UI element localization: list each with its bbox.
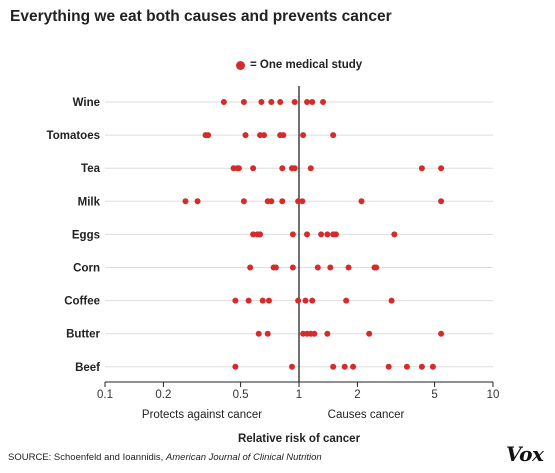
data-point xyxy=(264,330,271,337)
data-point xyxy=(327,264,334,271)
x-tick-label: 10 xyxy=(487,389,500,401)
page-title: Everything we eat both causes and preven… xyxy=(10,8,392,25)
source-prefix: SOURCE: Schoenfeld and Ioannidis, xyxy=(8,452,166,463)
data-point xyxy=(311,330,318,337)
data-point xyxy=(280,132,287,139)
data-point xyxy=(304,231,311,238)
data-point xyxy=(182,198,189,205)
data-point xyxy=(320,99,327,105)
data-point xyxy=(289,231,296,238)
data-point xyxy=(242,132,249,139)
data-point xyxy=(418,363,425,370)
data-point xyxy=(309,297,316,304)
data-point xyxy=(232,363,239,370)
data-point xyxy=(250,165,257,172)
data-point xyxy=(341,363,348,370)
data-point xyxy=(259,297,266,304)
data-point xyxy=(235,165,242,172)
data-point xyxy=(330,363,337,370)
data-point xyxy=(388,297,395,304)
vox-logo: Vox xyxy=(506,442,544,466)
x-tick-label: 0.5 xyxy=(233,389,249,401)
data-point xyxy=(330,132,337,139)
data-point xyxy=(373,264,380,271)
data-point xyxy=(194,198,201,205)
x-tick-label: 1 xyxy=(296,389,302,401)
data-point xyxy=(265,297,272,304)
data-point xyxy=(324,330,331,337)
data-point xyxy=(255,330,262,337)
x-axis-title: Relative risk of cancer xyxy=(238,433,361,445)
data-point xyxy=(309,99,316,105)
legend-dot-icon xyxy=(236,60,245,70)
data-point xyxy=(307,165,314,172)
data-point xyxy=(332,231,339,238)
source-note: SOURCE: Schoenfeld and Ioannidis, Americ… xyxy=(8,452,322,463)
data-point xyxy=(279,198,286,205)
data-point xyxy=(291,99,298,105)
data-point xyxy=(277,99,284,105)
data-point xyxy=(385,363,392,370)
category-label: Wine xyxy=(73,97,100,109)
legend-label: = One medical study xyxy=(250,59,363,71)
data-point xyxy=(288,363,295,370)
data-point xyxy=(295,297,302,304)
data-point xyxy=(403,363,410,370)
region-label-causes: Causes cancer xyxy=(328,409,405,421)
x-tick-label: 2 xyxy=(354,389,360,401)
data-point xyxy=(289,264,296,271)
data-point xyxy=(304,99,311,105)
data-point xyxy=(220,99,227,105)
data-point xyxy=(257,231,264,238)
category-label: Tomatoes xyxy=(47,130,100,142)
category-label: Coffee xyxy=(64,296,100,308)
data-point xyxy=(300,132,307,139)
data-point xyxy=(314,264,321,271)
data-point xyxy=(205,132,212,139)
data-point xyxy=(245,297,252,304)
data-point xyxy=(318,231,325,238)
data-point xyxy=(391,231,398,238)
data-point xyxy=(324,231,331,238)
data-point xyxy=(232,297,239,304)
data-point xyxy=(345,264,352,271)
data-point xyxy=(350,363,357,370)
data-point xyxy=(268,99,275,105)
data-point xyxy=(429,363,436,370)
data-point xyxy=(279,165,286,172)
legend: = One medical study xyxy=(236,59,362,71)
data-point xyxy=(358,198,365,205)
category-label: Corn xyxy=(73,263,100,275)
data-point xyxy=(240,99,247,105)
data-point xyxy=(418,165,425,172)
data-point xyxy=(438,165,445,172)
source-journal: American Journal of Clinical Nutrition xyxy=(165,452,322,463)
data-point xyxy=(250,231,257,238)
data-point xyxy=(299,198,306,205)
data-point xyxy=(247,264,254,271)
data-point xyxy=(295,198,302,205)
data-point xyxy=(258,99,265,105)
data-point xyxy=(272,264,279,271)
category-label: Beef xyxy=(75,362,100,374)
x-tick-label: 0.2 xyxy=(155,389,171,401)
category-label: Tea xyxy=(81,163,101,175)
category-label: Butter xyxy=(66,329,100,341)
data-point xyxy=(268,198,275,205)
data-point xyxy=(438,198,445,205)
data-point xyxy=(343,297,350,304)
region-label-protects: Protects against cancer xyxy=(142,409,262,421)
category-label: Eggs xyxy=(72,229,100,241)
data-point xyxy=(260,132,267,139)
x-tick-label: 5 xyxy=(431,389,437,401)
x-tick-label: 0.1 xyxy=(97,389,113,401)
data-point xyxy=(240,198,247,205)
data-point xyxy=(438,330,445,337)
category-label: Milk xyxy=(78,196,101,208)
data-point xyxy=(366,330,373,337)
data-point xyxy=(302,297,309,304)
data-point xyxy=(291,165,298,172)
